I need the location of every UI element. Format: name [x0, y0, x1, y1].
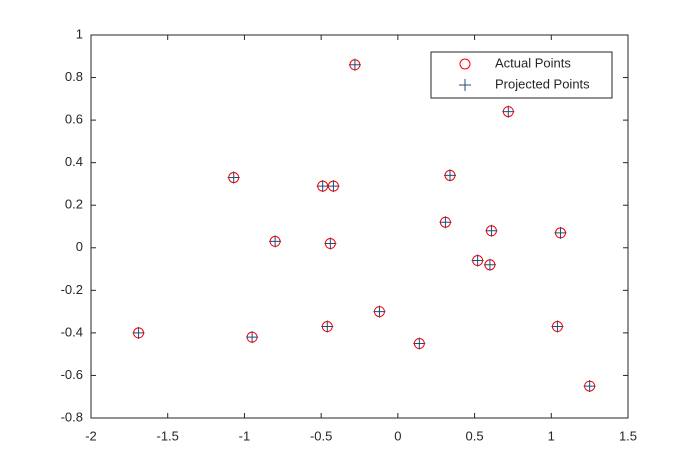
point	[373, 305, 386, 318]
x-tick-label: -1.5	[157, 428, 179, 443]
x-tick-label: 1.5	[619, 428, 637, 443]
plot-area	[90, 34, 629, 419]
point	[321, 320, 334, 333]
point	[316, 180, 329, 193]
x-tick-label: -1	[239, 428, 251, 443]
point	[413, 337, 426, 350]
x-tick-label: -2	[85, 428, 97, 443]
y-tick-label: -0.6	[61, 367, 83, 382]
point	[583, 380, 596, 393]
point	[324, 237, 337, 250]
point	[444, 169, 457, 182]
point	[348, 58, 361, 71]
x-tick-label: 0.5	[466, 428, 484, 443]
point	[502, 105, 515, 118]
point	[227, 171, 240, 184]
point	[439, 216, 452, 229]
x-tick-label: 1	[548, 428, 555, 443]
y-tick-label: 0.4	[65, 154, 83, 169]
x-tick-label: -0.5	[310, 428, 332, 443]
x-tick-label: 0	[394, 428, 401, 443]
point	[269, 235, 282, 248]
point	[327, 180, 340, 193]
y-tick-label: 0.2	[65, 197, 83, 212]
point	[132, 326, 145, 339]
legend-marker	[459, 58, 471, 70]
y-tick-label: -0.8	[61, 409, 83, 424]
y-tick-label: 0.8	[65, 69, 83, 84]
y-tick-label: 1	[76, 26, 83, 41]
legend-label: Projected Points	[495, 76, 590, 91]
point	[485, 224, 498, 237]
legend-label: Actual Points	[495, 55, 571, 70]
y-tick-label: 0	[76, 239, 83, 254]
legend-box	[430, 51, 613, 99]
point	[554, 226, 567, 239]
point	[246, 331, 259, 344]
y-tick-label: -0.4	[61, 324, 83, 339]
point	[471, 254, 484, 267]
point	[551, 320, 564, 333]
point	[483, 258, 496, 271]
y-tick-label: -0.2	[61, 282, 83, 297]
legend-marker	[459, 79, 471, 91]
y-tick-label: 0.6	[65, 112, 83, 127]
